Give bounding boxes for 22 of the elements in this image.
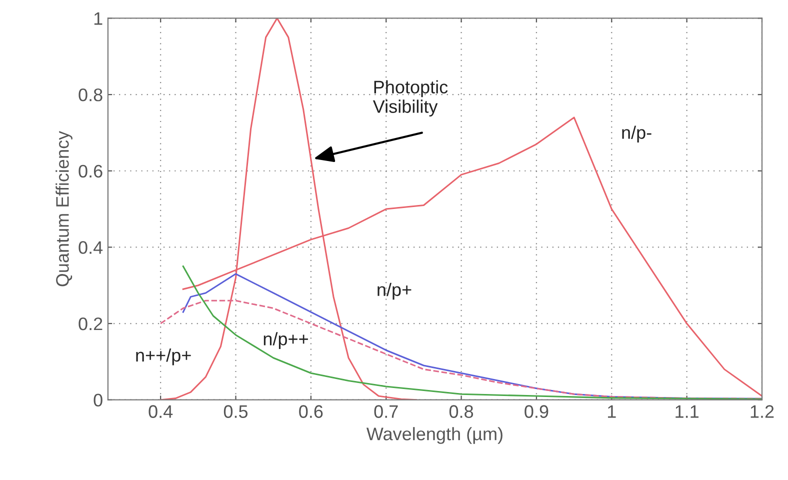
y-tick-label: 0.2 <box>78 317 102 330</box>
x-tick-label: 1.2 <box>750 405 774 418</box>
y-tick-label: 0.6 <box>78 164 102 178</box>
y-axis-title: Quantum Efficiency <box>56 130 72 286</box>
y-tick-label: 0.4 <box>78 241 103 254</box>
x-tick-label: 0.7 <box>374 405 398 418</box>
series-label: n++/p+ <box>136 348 191 366</box>
y-tick-label: 1 <box>94 12 102 25</box>
x-axis-title: Wavelength (µm) <box>366 427 502 444</box>
x-tick-label: 0.4 <box>148 405 173 418</box>
series-label: n/p++ <box>264 332 308 349</box>
x-tick-label: 0.9 <box>524 405 548 418</box>
x-tick-label: 1 <box>608 405 616 418</box>
x-tick-label: 0.8 <box>449 405 474 418</box>
y-tick-label: 0 <box>94 394 102 407</box>
y-tick-label: 0.8 <box>78 88 102 102</box>
series-label: n/p- <box>622 126 652 143</box>
annotation: Photoptic Visibility <box>372 80 448 117</box>
x-tick-label: 0.6 <box>299 405 323 418</box>
x-tick-label: 0.5 <box>224 405 248 418</box>
text: n/p+ <box>378 282 412 300</box>
x-tick-label: 1.1 <box>676 405 698 418</box>
